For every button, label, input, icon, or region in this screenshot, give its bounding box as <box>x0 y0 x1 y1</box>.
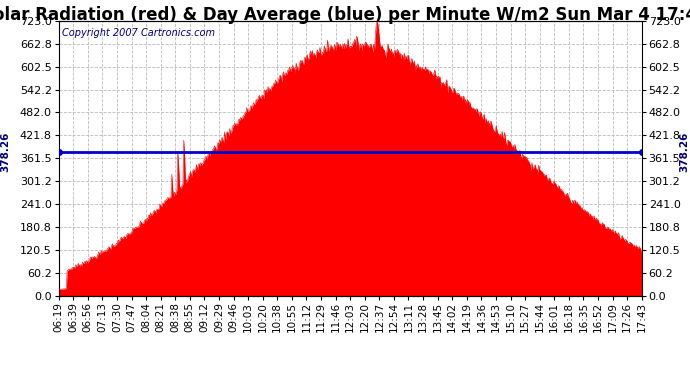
Text: 378.26: 378.26 <box>1 132 10 172</box>
Text: Copyright 2007 Cartronics.com: Copyright 2007 Cartronics.com <box>61 27 215 38</box>
Text: 378.26: 378.26 <box>680 132 689 172</box>
Text: Solar Radiation (red) & Day Average (blue) per Minute W/m2 Sun Mar 4 17:45: Solar Radiation (red) & Day Average (blu… <box>0 6 690 24</box>
